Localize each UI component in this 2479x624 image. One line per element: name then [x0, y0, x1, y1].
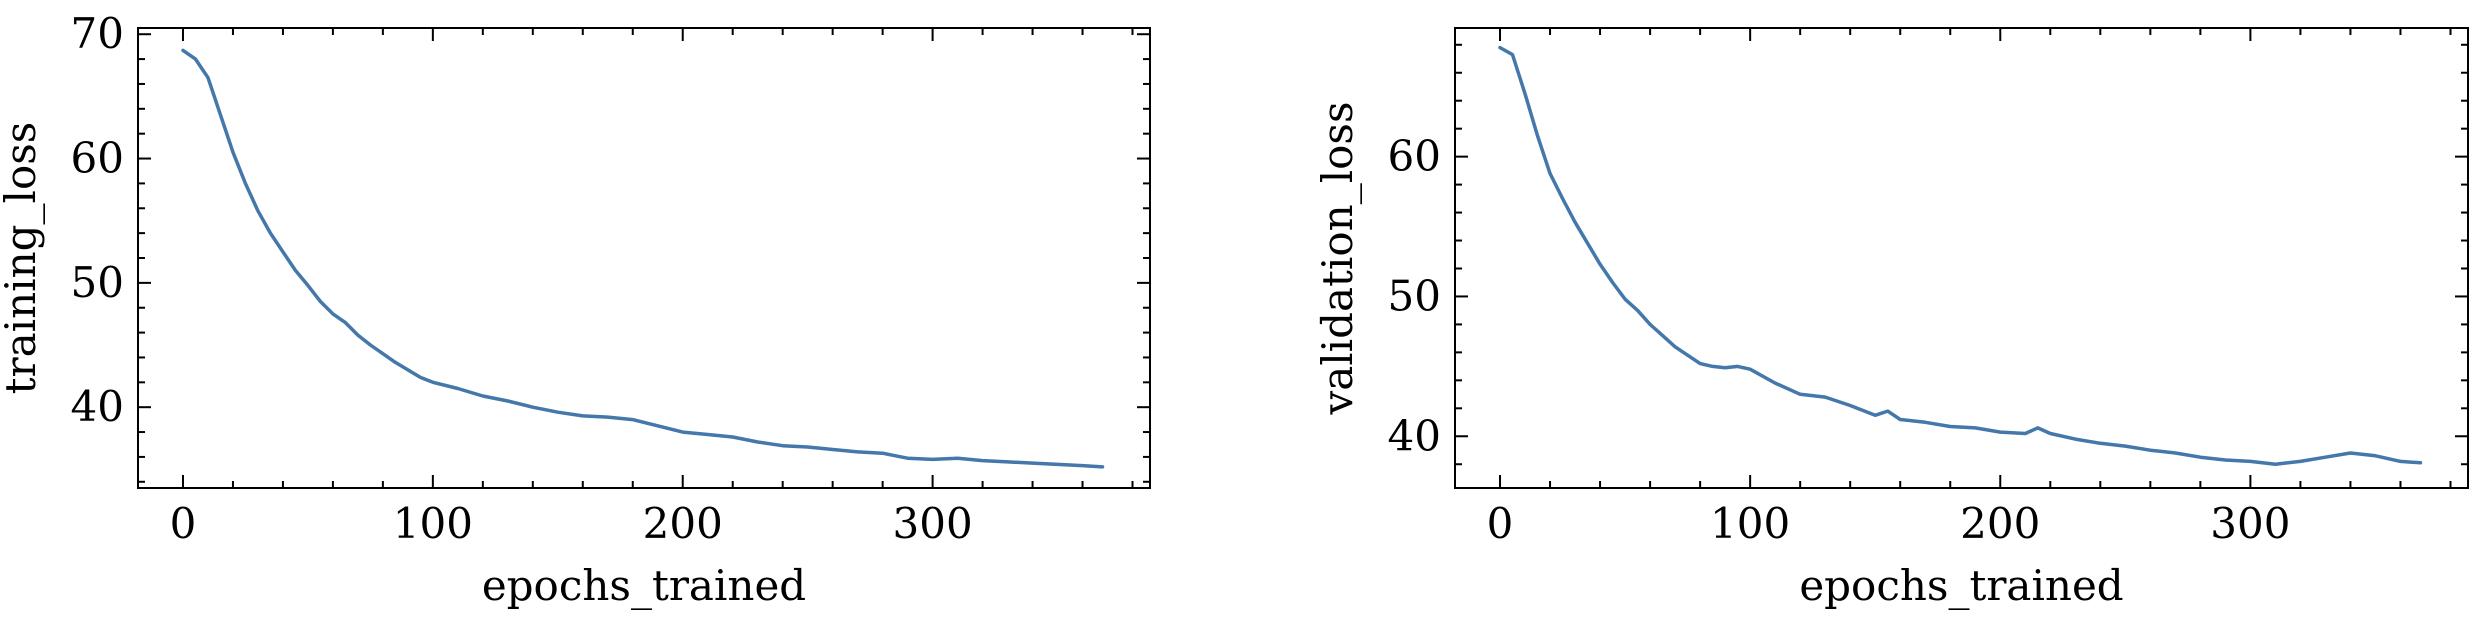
training-loss-x-tick-label: 100 [393, 499, 473, 548]
validation-loss-series-line [1498, 45, 2423, 466]
validation-loss-panel: 0 100 200 300 40 50 60 epochs_trained validation… [1313, 27, 2469, 610]
validation-loss-y-axis-label: validation_loss [1313, 101, 1362, 415]
training-loss-axes-frame [137, 27, 1151, 489]
validation-loss-x-tick-label: 0 [1487, 499, 1514, 548]
training-loss-series-line [181, 48, 1105, 469]
training-loss-x-tick-label: 300 [893, 499, 973, 548]
validation-loss-x-tick-label: 200 [1960, 499, 2040, 548]
training-loss-y-tick-label: 60 [71, 134, 124, 183]
validation-loss-y-tick-label: 60 [1388, 132, 1441, 181]
training-loss-x-axis-label: epochs_trained [482, 561, 806, 610]
training-loss-y-axis-label: training_loss [0, 122, 45, 395]
training-loss-panel: 0 100 200 300 40 50 60 70 epochs_trained training… [0, 9, 1151, 610]
validation-loss-x-tick-label: 100 [1710, 499, 1790, 548]
validation-loss-x-axis-label: epochs_trained [1799, 561, 2123, 610]
validation-loss-y-tick-label: 50 [1388, 271, 1441, 320]
validation-loss-y-tick-label: 40 [1388, 411, 1441, 460]
training-loss-x-tick-label: 200 [643, 499, 723, 548]
training-loss-y-tick-label: 70 [71, 9, 124, 58]
validation-loss-x-tick-label: 300 [2210, 499, 2290, 548]
validation-loss-axes-frame [1454, 27, 2469, 489]
training-loss-y-tick-label: 50 [71, 258, 124, 307]
training-loss-x-tick-label: 0 [170, 499, 197, 548]
training-loss-y-tick-label: 40 [71, 382, 124, 431]
